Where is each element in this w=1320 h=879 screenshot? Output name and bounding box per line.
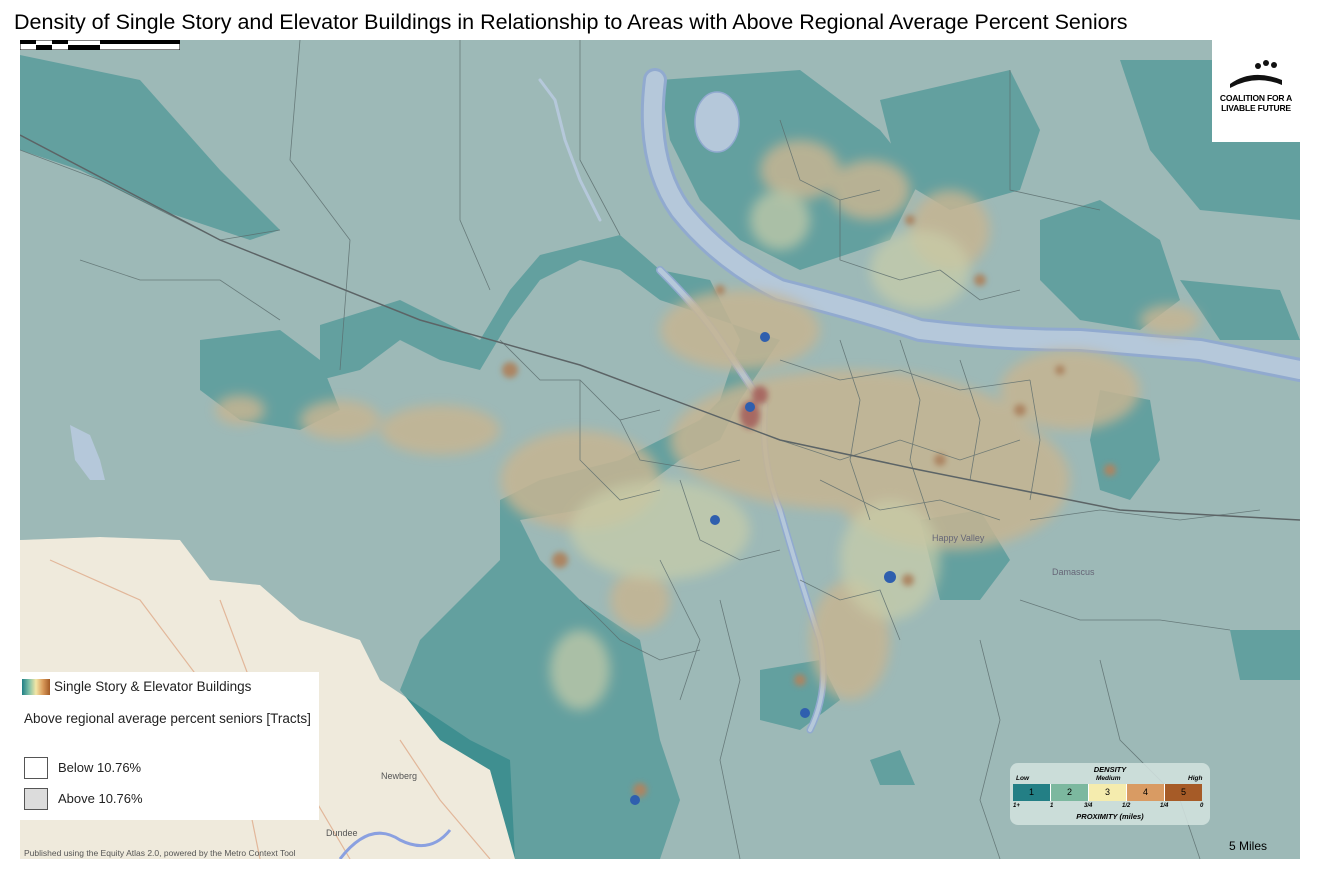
- railroad-line: [20, 134, 1300, 521]
- seniors-layer-title: Above regional average percent seniors […: [24, 711, 311, 726]
- density-low-label: Low: [1016, 775, 1029, 782]
- proximity-tick-1: 1: [1050, 803, 1054, 809]
- place-label-damascus: Damascus: [1052, 567, 1095, 577]
- density-light: [550, 190, 970, 710]
- density-cell-5: 5: [1165, 784, 1202, 801]
- map-title: Density of Single Story and Elevator Bui…: [14, 10, 1128, 34]
- density-title: DENSITY: [1093, 765, 1127, 774]
- logo-text-line2: LIVABLE FUTURE: [1221, 103, 1291, 113]
- density-ramp-swatch: [22, 679, 50, 695]
- density-cells: 1 2 3 4 5: [1013, 784, 1202, 801]
- scale-bar: [20, 40, 180, 50]
- map-legend: Single Story & Elevator Buildings Above …: [20, 672, 319, 820]
- proximity-tick-1-2: 1/2: [1122, 803, 1131, 809]
- density-medium-label: Medium: [1096, 775, 1121, 782]
- density-cell-2: 2: [1051, 784, 1089, 801]
- density-proximity-legend: DENSITY Low Medium High 1 2 3 4 5 1+ 1 3…: [1010, 763, 1210, 825]
- density-ramp-label: Single Story & Elevator Buildings: [54, 679, 252, 694]
- above-average-swatch: [24, 788, 48, 810]
- below-average-swatch: [24, 757, 48, 779]
- density-cell-3: 3: [1089, 784, 1127, 801]
- proximity-tick-3-4: 3/4: [1084, 803, 1093, 809]
- density-red: [740, 386, 768, 429]
- reservoir: [70, 425, 105, 480]
- highway-shields: [630, 332, 896, 805]
- land-river: [338, 829, 452, 859]
- density-brown: [502, 215, 1116, 797]
- tract-boundaries: [20, 40, 1261, 859]
- proximity-title: PROXIMITY (miles): [1076, 812, 1144, 821]
- proximity-tick-1plus: 1+: [1013, 803, 1020, 809]
- density-cell-1: 1: [1013, 784, 1051, 801]
- lake: [694, 91, 740, 153]
- above-average-label: Above 10.76%: [58, 791, 143, 806]
- logo: COALITION FOR A LIVABLE FUTURE: [1212, 40, 1300, 142]
- credit-text: Published using the Equity Atlas 2.0, po…: [24, 848, 296, 858]
- below-average-label: Below 10.76%: [58, 760, 142, 775]
- density-high-label: High: [1188, 775, 1203, 782]
- seniors-overlay: [20, 40, 1300, 859]
- scale-label: 5 Miles: [1229, 839, 1268, 853]
- proximity-tick-1-4: 1/4: [1160, 803, 1169, 809]
- place-label-newberg: Newberg: [381, 771, 418, 781]
- logo-mark-icon: [1230, 60, 1282, 88]
- place-label-happy-valley: Happy Valley: [932, 533, 985, 543]
- proximity-tick-0: 0: [1200, 803, 1204, 809]
- logo-text-line1: COALITION FOR A: [1219, 93, 1293, 103]
- map-canvas[interactable]: Newberg Dundee Happy Valley Damascus COA…: [20, 40, 1300, 859]
- place-label-dundee: Dundee: [326, 828, 358, 838]
- density-orange: [215, 140, 1200, 700]
- density-cell-4: 4: [1127, 784, 1165, 801]
